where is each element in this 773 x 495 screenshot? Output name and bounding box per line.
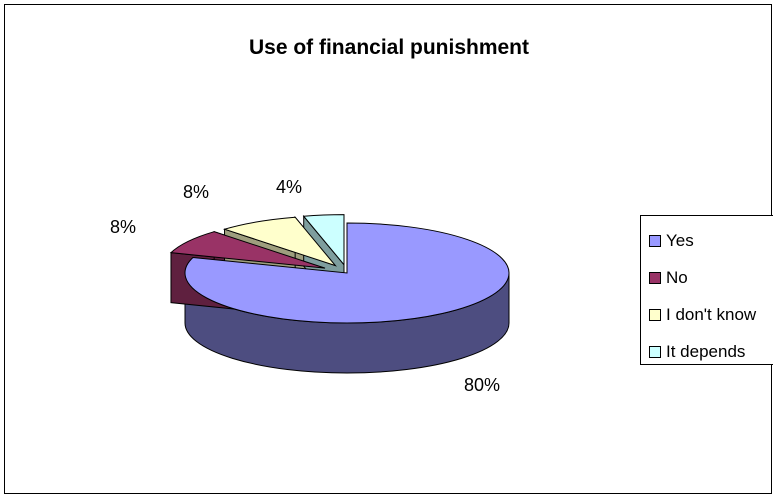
slice-dont-know [222,216,337,267]
legend: Yes No I don't know It depends [640,215,773,365]
legend-item-yes: Yes [649,230,694,252]
data-label-dont-know: 8% [183,182,209,202]
legend-label-no: No [666,268,688,287]
legend-swatch-yes [649,235,661,247]
legend-label-yes: Yes [666,231,694,250]
data-label-no: 8% [110,217,136,237]
slice-no [169,231,326,269]
legend-label-it-depends: It depends [666,342,746,361]
pie-chart: 80% 8% 8% 4% [110,177,510,395]
data-label-yes: 80% [464,375,500,395]
legend-swatch-it-depends [649,346,661,358]
legend-swatch-no [649,272,661,284]
legend-item-dont-know: I don't know [649,304,756,326]
chart-area: Use of financial punishment 80% 8% 8% 4% Ye… [4,4,773,494]
legend-item-it-depends: It depends [649,341,745,363]
data-label-it-depends: 4% [276,177,302,197]
slice-it-depends [302,214,345,267]
chart-title: Use of financial punishment [248,36,530,59]
legend-swatch-dont-know [649,309,661,321]
legend-item-no: No [649,267,688,289]
slice-yes [184,222,510,324]
legend-label-dont-know: I don't know [666,305,757,324]
